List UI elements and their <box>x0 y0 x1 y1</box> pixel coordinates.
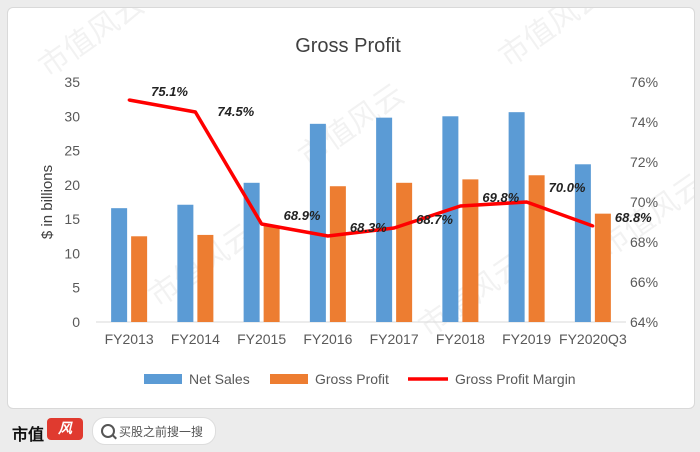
bar-net-sales <box>177 204 194 322</box>
x-tick-label: FY2020Q3 <box>559 331 627 347</box>
bar-gross-profit <box>197 234 214 322</box>
y-right-tick-label: 70% <box>630 194 658 210</box>
legend-gross-profit-label: Gross Profit <box>315 371 389 387</box>
x-tick-label: FY2016 <box>303 331 352 347</box>
gross-profit-chart: 市值风云市值风云市值风云市值风云市值风云市值风云Gross Profit$ in… <box>33 8 694 387</box>
margin-data-label: 75.1% <box>151 84 188 99</box>
watermark-text: 市值风云 <box>33 8 151 85</box>
margin-point <box>127 98 131 102</box>
y-left-tick-label: 20 <box>64 177 80 193</box>
legend-gross-profit-swatch <box>270 374 308 384</box>
x-tick-label: FY2019 <box>502 331 551 347</box>
legend-margin-label: Gross Profit Margin <box>455 371 576 387</box>
y-left-tick-label: 15 <box>64 211 80 227</box>
bar-net-sales <box>508 112 525 323</box>
x-tick-label: FY2014 <box>171 331 220 347</box>
margin-point <box>260 222 264 226</box>
y-right-tick-label: 72% <box>630 154 658 170</box>
bar-gross-profit <box>462 179 479 322</box>
margin-point <box>591 224 595 228</box>
brand-logo-icon: 风 <box>47 418 83 440</box>
y-left-tick-label: 0 <box>72 314 80 330</box>
chart-card: 市值风云市值风云市值风云市值风云市值风云市值风云Gross Profit$ in… <box>7 7 695 409</box>
margin-data-label: 69.8% <box>482 190 519 205</box>
x-tick-label: FY2015 <box>237 331 286 347</box>
margin-point <box>458 204 462 208</box>
margin-data-label: 68.9% <box>284 208 321 223</box>
bar-gross-profit <box>131 236 148 322</box>
y-left-tick-label: 35 <box>64 74 80 90</box>
y-right-tick-label: 74% <box>630 114 658 130</box>
margin-point <box>392 226 396 230</box>
y-left-tick-label: 30 <box>64 108 80 124</box>
x-tick-label: FY2017 <box>370 331 419 347</box>
y-left-tick-label: 10 <box>64 245 80 261</box>
margin-data-label: 68.8% <box>615 210 652 225</box>
search-placeholder: 买股之前搜一搜 <box>119 425 204 439</box>
watermark-text: 市值风云 <box>493 8 611 75</box>
margin-data-label: 68.3% <box>350 220 387 235</box>
bar-gross-profit <box>528 175 545 322</box>
bar-net-sales <box>111 208 128 322</box>
bar-gross-profit <box>396 182 413 322</box>
y-axis-label: $ in billions <box>39 165 56 239</box>
margin-data-label: 70.0% <box>549 180 586 195</box>
y-left-tick-label: 25 <box>64 143 80 159</box>
margin-point <box>193 110 197 114</box>
footer-bar: 市值 风 买股之前搜一搜 <box>0 410 700 452</box>
y-right-tick-label: 66% <box>630 274 658 290</box>
margin-data-label: 68.7% <box>416 212 453 227</box>
margin-data-label: 74.5% <box>217 104 254 119</box>
bar-gross-profit <box>329 186 346 322</box>
search-box[interactable]: 买股之前搜一搜 <box>92 417 216 445</box>
margin-point <box>326 234 330 238</box>
x-tick-label: FY2018 <box>436 331 485 347</box>
bar-net-sales <box>376 117 393 323</box>
search-icon <box>101 424 115 438</box>
margin-point <box>525 200 529 204</box>
gross-profit-margin-line <box>128 98 594 238</box>
y-left-tick-label: 5 <box>72 280 80 296</box>
y-right-tick-label: 64% <box>630 314 658 330</box>
bar-gross-profit <box>594 213 611 322</box>
bar-net-sales <box>574 164 591 322</box>
bar-net-sales <box>442 116 459 323</box>
bar-net-sales <box>309 123 326 322</box>
legend-net-sales-label: Net Sales <box>189 371 250 387</box>
x-tick-label: FY2013 <box>105 331 154 347</box>
brand-logo-text: 市值 <box>12 425 45 444</box>
y-right-tick-label: 76% <box>630 74 658 90</box>
bar-gross-profit <box>263 226 280 322</box>
y-right-tick-label: 68% <box>630 234 658 250</box>
chart-title: Gross Profit <box>295 35 401 57</box>
bar-net-sales <box>243 182 260 322</box>
legend-net-sales-swatch <box>144 374 182 384</box>
